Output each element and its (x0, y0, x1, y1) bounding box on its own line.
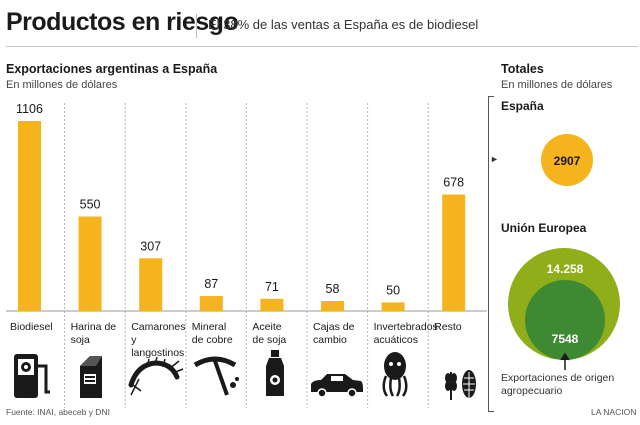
bar-6 (381, 302, 405, 311)
category-label: Resto (434, 321, 462, 333)
espana-label: España (501, 99, 544, 113)
category-label: de cobre (192, 334, 233, 346)
category-label: acuáticos (374, 334, 418, 346)
squid-icon (382, 352, 408, 397)
totals-title: Totales (501, 62, 544, 76)
category-label: Biodiesel (10, 321, 53, 333)
bar-value-label: 71 (265, 280, 279, 294)
bar-value-label: 1106 (16, 102, 43, 116)
category-label: Harina de (71, 321, 117, 333)
agro-arrow-icon (560, 352, 570, 370)
bar-5 (321, 301, 344, 311)
shrimp-icon (128, 356, 184, 396)
car-icon (311, 374, 363, 398)
bar-0 (18, 121, 41, 311)
category-label: cambio (313, 334, 347, 346)
totals-unit: En millones de dólares (501, 79, 613, 91)
oil-bottle-icon (266, 350, 284, 396)
header-divider (6, 46, 638, 47)
espana-value: 2907 (554, 154, 581, 168)
page-subtitle: El 38% de las ventas a España es de biod… (208, 17, 479, 32)
fuel-pump-icon (14, 354, 50, 398)
bracket-bottom (488, 411, 494, 412)
bar-3 (199, 296, 223, 311)
category-label: de soja (252, 334, 286, 346)
ue-total-value: 14.258 (547, 262, 584, 276)
bar-1 (78, 216, 102, 311)
ue-inner-circle (525, 280, 605, 360)
category-label: soja (71, 334, 90, 346)
espana-circle (541, 134, 593, 186)
brand-credit: LA NACION (591, 407, 637, 417)
bar-7 (442, 194, 466, 311)
agro-value: 7548 (552, 332, 579, 346)
bar-value-label: 50 (386, 283, 400, 297)
bar-value-label: 58 (326, 282, 340, 296)
bar-value-label: 678 (443, 176, 464, 190)
agro-footnote: Exportaciones de origen agropecuario (501, 372, 615, 397)
ue-label: Unión Europea (501, 221, 587, 235)
category-label: y (131, 334, 137, 346)
bracket-line (488, 96, 489, 412)
category-label: Mineral (192, 321, 226, 333)
category-label: langostinos (131, 347, 184, 359)
bar-value-label: 87 (204, 277, 218, 291)
bar-value-label: 307 (140, 239, 161, 253)
bracket-top (488, 96, 494, 97)
category-label: Cajas de (313, 321, 355, 333)
milk-carton-icon (80, 356, 102, 398)
category-label: Aceite (252, 321, 281, 333)
category-label: Camarones (131, 321, 185, 333)
source-note: Fuente: INAI, abeceb y DNI (6, 407, 110, 417)
category-label: Invertebrados (374, 321, 438, 333)
page-title: Productos en riesgo (6, 8, 239, 36)
bar-chart-title: Exportaciones argentinas a España (6, 62, 218, 76)
bar-value-label: 550 (80, 198, 101, 212)
title-separator (196, 14, 197, 38)
pickaxe-icon (193, 356, 239, 396)
bar-chart-unit: En millones de dólares (6, 79, 118, 91)
bar-2 (139, 258, 163, 311)
grain-icon (445, 370, 476, 400)
bracket-arrow-icon: ► (490, 154, 499, 164)
bar-4 (260, 298, 284, 311)
